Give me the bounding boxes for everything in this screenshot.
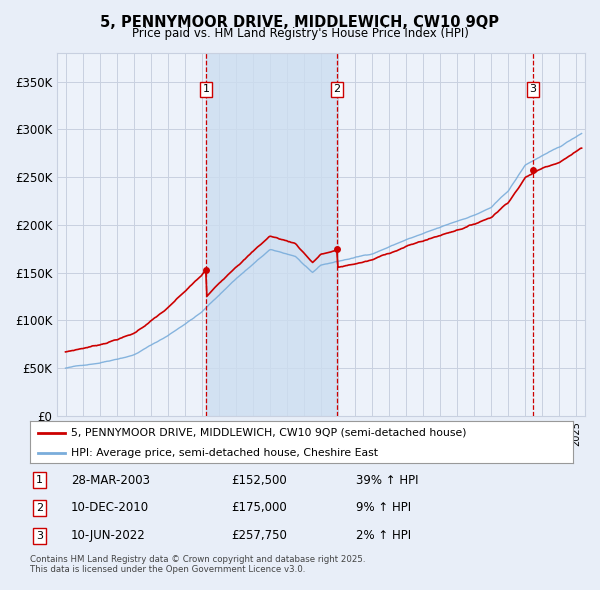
Text: HPI: Average price, semi-detached house, Cheshire East: HPI: Average price, semi-detached house,…	[71, 448, 378, 457]
Text: 3: 3	[36, 531, 43, 541]
Text: 2% ↑ HPI: 2% ↑ HPI	[356, 529, 411, 542]
Text: 2: 2	[36, 503, 43, 513]
Text: Contains HM Land Registry data © Crown copyright and database right 2025.
This d: Contains HM Land Registry data © Crown c…	[30, 555, 365, 574]
Text: 39% ↑ HPI: 39% ↑ HPI	[356, 474, 418, 487]
Text: 1: 1	[202, 84, 209, 94]
Text: £152,500: £152,500	[231, 474, 287, 487]
Text: Price paid vs. HM Land Registry's House Price Index (HPI): Price paid vs. HM Land Registry's House …	[131, 27, 469, 40]
Text: 2: 2	[334, 84, 341, 94]
Text: £175,000: £175,000	[231, 502, 287, 514]
Text: 28-MAR-2003: 28-MAR-2003	[71, 474, 150, 487]
Text: 5, PENNYMOOR DRIVE, MIDDLEWICH, CW10 9QP: 5, PENNYMOOR DRIVE, MIDDLEWICH, CW10 9QP	[101, 15, 499, 30]
Text: 10-JUN-2022: 10-JUN-2022	[71, 529, 145, 542]
Text: 1: 1	[36, 475, 43, 485]
Text: 3: 3	[529, 84, 536, 94]
Bar	[206, 53, 337, 416]
Text: 10-DEC-2010: 10-DEC-2010	[71, 502, 149, 514]
Text: 5, PENNYMOOR DRIVE, MIDDLEWICH, CW10 9QP (semi-detached house): 5, PENNYMOOR DRIVE, MIDDLEWICH, CW10 9QP…	[71, 428, 466, 438]
Text: £257,750: £257,750	[231, 529, 287, 542]
Text: 9% ↑ HPI: 9% ↑ HPI	[356, 502, 411, 514]
